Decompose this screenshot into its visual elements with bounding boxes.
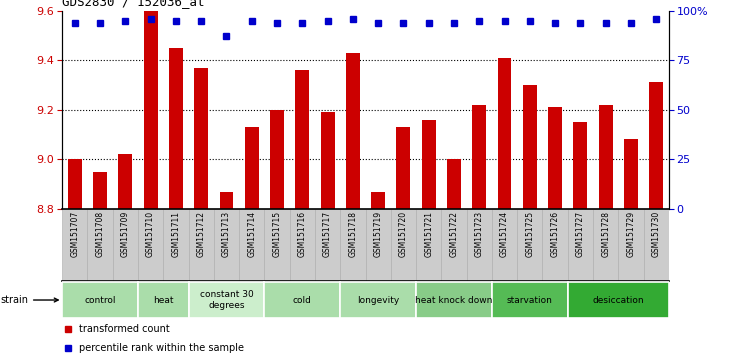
Bar [93,172,107,209]
Bar [88,209,113,281]
Bar [442,209,466,281]
Bar [113,209,138,281]
Text: GSM151723: GSM151723 [474,211,484,257]
Bar [163,209,189,281]
Bar [118,154,132,209]
Bar [265,209,289,281]
Bar [472,105,486,209]
Text: GSM151711: GSM151711 [171,211,181,257]
Text: heat knock down: heat knock down [415,296,493,304]
Bar [189,209,213,281]
Bar [523,85,537,209]
Text: GSM151725: GSM151725 [526,211,534,257]
Text: desiccation: desiccation [593,296,644,304]
Bar [189,282,265,318]
Bar [138,209,163,281]
Text: GSM151722: GSM151722 [450,211,458,257]
Bar [265,282,340,318]
Bar [391,209,416,281]
Bar [643,209,669,281]
Bar [618,209,643,281]
Bar [649,82,663,209]
Bar [321,112,335,209]
Bar [245,127,259,209]
Text: GDS2830 / 152036_at: GDS2830 / 152036_at [62,0,205,8]
Bar [422,120,436,209]
Text: GSM151716: GSM151716 [298,211,307,257]
Bar [593,209,618,281]
Bar [239,209,265,281]
Bar [219,192,233,209]
Text: strain: strain [0,295,58,305]
Bar [340,209,366,281]
Text: GSM151713: GSM151713 [222,211,231,257]
Text: GSM151730: GSM151730 [652,211,661,257]
Text: GSM151727: GSM151727 [576,211,585,257]
Bar [498,58,512,209]
Bar [62,209,88,281]
Bar [169,48,183,209]
Bar [492,209,518,281]
Bar [68,159,82,209]
Bar [416,209,442,281]
Text: starvation: starvation [507,296,553,304]
Text: GSM151728: GSM151728 [601,211,610,257]
Bar [194,68,208,209]
Text: GSM151712: GSM151712 [197,211,205,257]
Text: GSM151724: GSM151724 [500,211,509,257]
Text: GSM151718: GSM151718 [349,211,357,257]
Bar [624,139,638,209]
Bar [599,105,613,209]
Text: longevity: longevity [357,296,399,304]
Text: GSM151709: GSM151709 [121,211,130,257]
Text: GSM151717: GSM151717 [323,211,332,257]
Bar [340,282,416,318]
Bar [568,282,669,318]
Text: GSM151714: GSM151714 [247,211,257,257]
Text: percentile rank within the sample: percentile rank within the sample [79,343,244,353]
Text: transformed count: transformed count [79,324,170,333]
Bar [138,282,189,318]
Text: GSM151715: GSM151715 [273,211,281,257]
Text: constant 30
degrees: constant 30 degrees [200,290,254,310]
Bar [295,70,309,209]
Bar [396,127,410,209]
Bar [366,209,391,281]
Bar [315,209,340,281]
Text: GSM151719: GSM151719 [374,211,382,257]
Bar [144,11,158,209]
Bar [270,110,284,209]
Text: control: control [84,296,115,304]
Bar [492,282,568,318]
Bar [416,282,492,318]
Text: heat: heat [153,296,173,304]
Text: GSM151726: GSM151726 [550,211,560,257]
Bar [548,107,562,209]
Bar [213,209,239,281]
Text: GSM151708: GSM151708 [96,211,105,257]
Bar [346,53,360,209]
Bar [447,159,461,209]
Bar [518,209,542,281]
Bar [573,122,587,209]
Bar [62,282,138,318]
Bar [542,209,568,281]
Bar [371,192,385,209]
Bar [289,209,315,281]
Text: GSM151721: GSM151721 [424,211,433,257]
Text: GSM151720: GSM151720 [399,211,408,257]
Text: cold: cold [293,296,311,304]
Text: GSM151729: GSM151729 [626,211,635,257]
Text: GSM151710: GSM151710 [146,211,155,257]
Text: GSM151707: GSM151707 [70,211,79,257]
Bar [568,209,593,281]
Bar [466,209,492,281]
